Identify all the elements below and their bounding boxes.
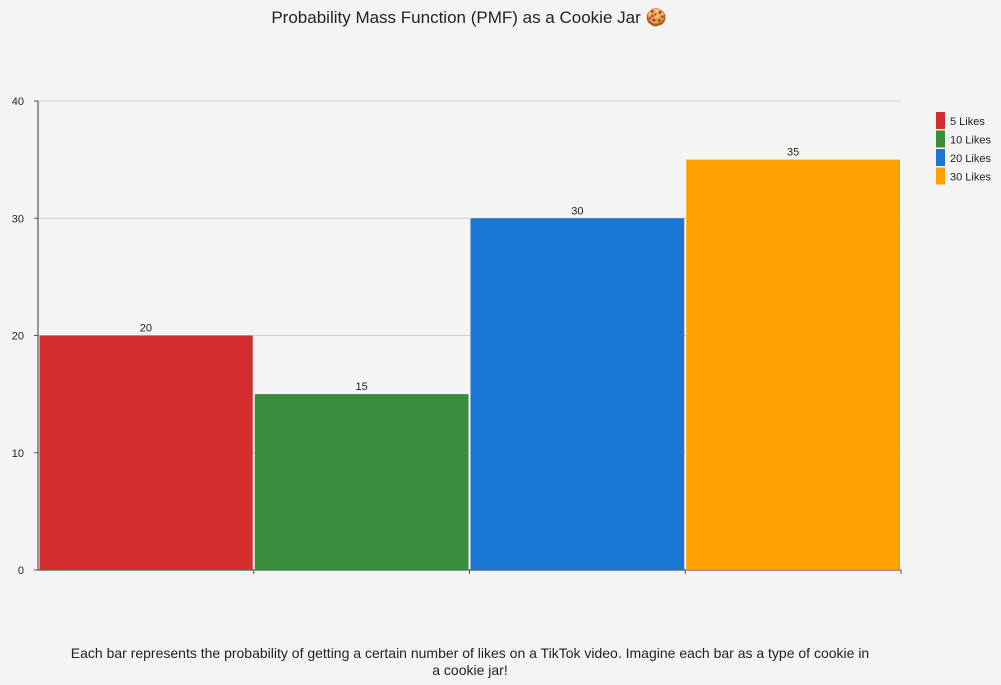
data-label-30-likes: 35 — [787, 147, 799, 159]
legend-swatch-20-likes — [936, 149, 945, 166]
legend-item-30-likes: 30 Likes — [936, 167, 991, 185]
y-tick-label-10: 10 — [12, 448, 24, 460]
y-tick-label-40: 40 — [12, 96, 24, 108]
legend-item-20-likes: 20 Likes — [936, 149, 991, 166]
chart-title: Probability Mass Function (PMF) as a Coo… — [271, 7, 666, 27]
legend-item-10-likes: 10 Likes — [936, 130, 991, 148]
legend-swatch-10-likes — [936, 130, 945, 148]
bar-20-likes — [470, 218, 685, 570]
y-tick-label-20: 20 — [12, 331, 24, 343]
bar-30-likes — [686, 159, 900, 570]
legend: 5 Likes 10 Likes 20 Likes 30 Likes — [936, 112, 991, 185]
legend-label-20-likes: 20 Likes — [950, 153, 991, 165]
chart-caption: Each bar represents the probability of g… — [70, 645, 870, 678]
y-tick-label-0: 0 — [18, 565, 24, 577]
legend-label-10-likes: 10 Likes — [950, 135, 991, 147]
legend-label-30-likes: 30 Likes — [950, 172, 991, 184]
y-tick-labels: 0 10 20 30 40 — [12, 96, 24, 577]
y-tick-label-30: 30 — [12, 213, 24, 225]
bar-10-likes — [254, 394, 469, 570]
legend-swatch-5-likes — [936, 112, 945, 129]
data-labels: 20 15 30 35 — [140, 147, 800, 394]
legend-label-5-likes: 5 Likes — [950, 116, 985, 128]
data-label-5-likes: 20 — [140, 323, 152, 335]
legend-swatch-30-likes — [936, 167, 945, 185]
legend-item-5-likes: 5 Likes — [936, 112, 985, 129]
bar-5-likes — [39, 335, 253, 570]
data-label-10-likes: 15 — [356, 381, 368, 393]
bars — [39, 159, 900, 570]
data-label-20-likes: 30 — [571, 205, 583, 217]
